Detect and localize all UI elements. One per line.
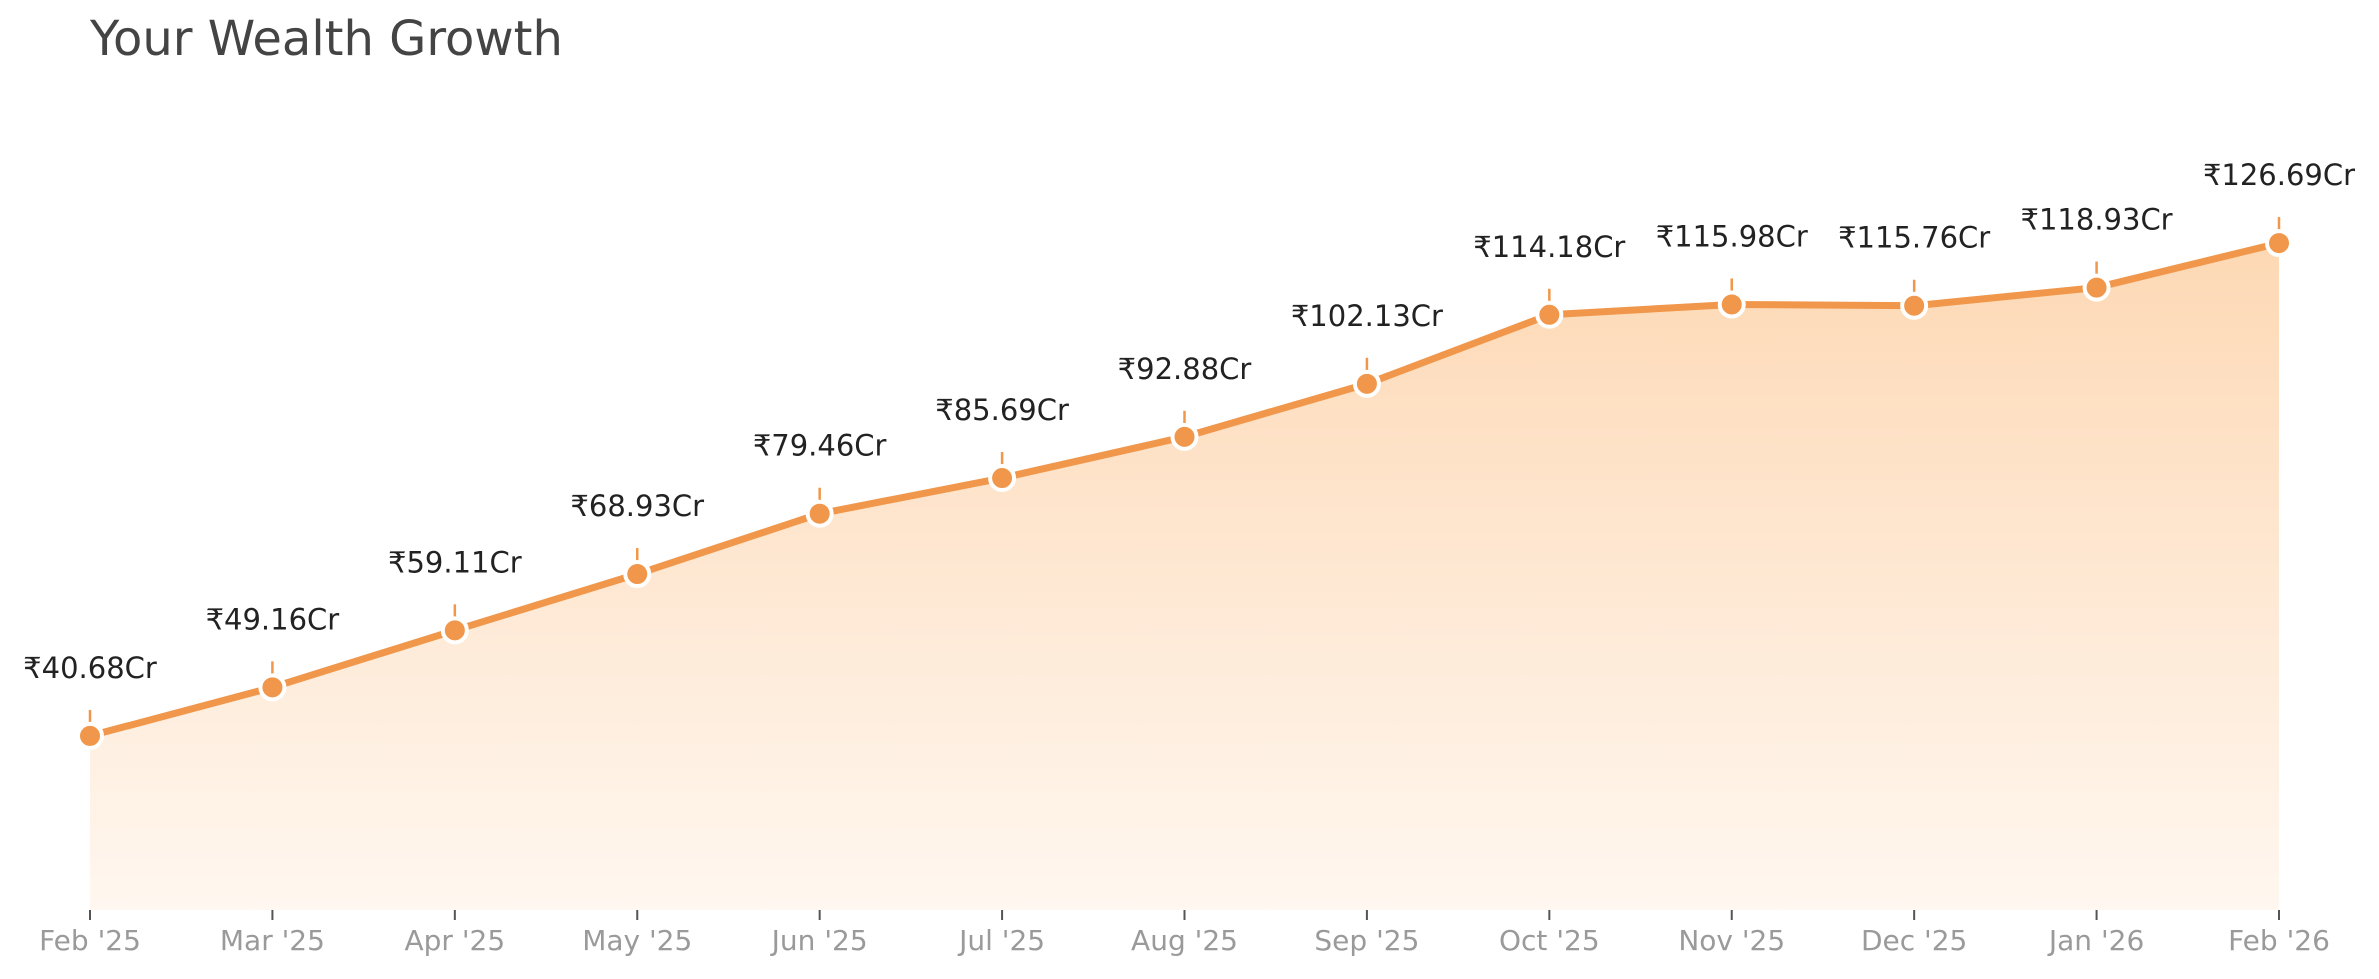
x-tick-label: Feb '26: [2228, 924, 2330, 957]
value-label: ₹118.93Cr: [2021, 203, 2173, 237]
value-label: ₹126.69Cr: [2203, 158, 2355, 192]
point: [2265, 229, 2293, 258]
x-tick-label: Mar '25: [220, 924, 325, 957]
x-tick-label: Feb '25: [39, 924, 141, 957]
point: [76, 721, 104, 750]
point: [258, 673, 287, 702]
value-label: ₹115.98Cr: [1656, 219, 1808, 253]
value-label: ₹59.11Cr: [388, 545, 522, 579]
value-label: ₹79.46Cr: [753, 429, 887, 463]
value-label: ₹92.88Cr: [1118, 352, 1252, 386]
point: [2082, 273, 2111, 302]
point: [988, 464, 1017, 493]
x-tick-label: Jun '25: [770, 924, 868, 957]
value-label: ₹85.69Cr: [935, 393, 1069, 427]
value-label: ₹49.16Cr: [206, 602, 340, 636]
value-label: ₹68.93Cr: [570, 489, 704, 523]
value-label: ₹40.68Cr: [23, 651, 157, 685]
x-tick-label: Nov '25: [1678, 924, 1785, 957]
x-tick-label: Dec '25: [1861, 924, 1967, 957]
x-tick-label: Sep '25: [1314, 924, 1419, 957]
area: [90, 243, 2279, 911]
x-tick-label: May '25: [582, 924, 692, 957]
x-tick-label: Aug '25: [1131, 924, 1238, 957]
point: [1352, 369, 1381, 398]
point: [1170, 422, 1199, 451]
x-tick-label: Jan '26: [2047, 924, 2144, 957]
point: [805, 499, 834, 528]
x-tick-label: Apr '25: [404, 924, 505, 957]
point: [1717, 290, 1746, 319]
point: [1535, 300, 1564, 329]
chart-title: Your Wealth Growth: [89, 11, 563, 67]
x-tick-label: Jul '25: [957, 924, 1045, 957]
point: [1900, 291, 1929, 320]
point: [623, 560, 652, 589]
value-label: ₹114.18Cr: [1473, 230, 1625, 264]
value-label: ₹102.13Cr: [1291, 299, 1443, 333]
value-label: ₹115.76Cr: [1838, 221, 1990, 255]
point: [440, 616, 469, 645]
x-tick-label: Oct '25: [1499, 924, 1600, 957]
